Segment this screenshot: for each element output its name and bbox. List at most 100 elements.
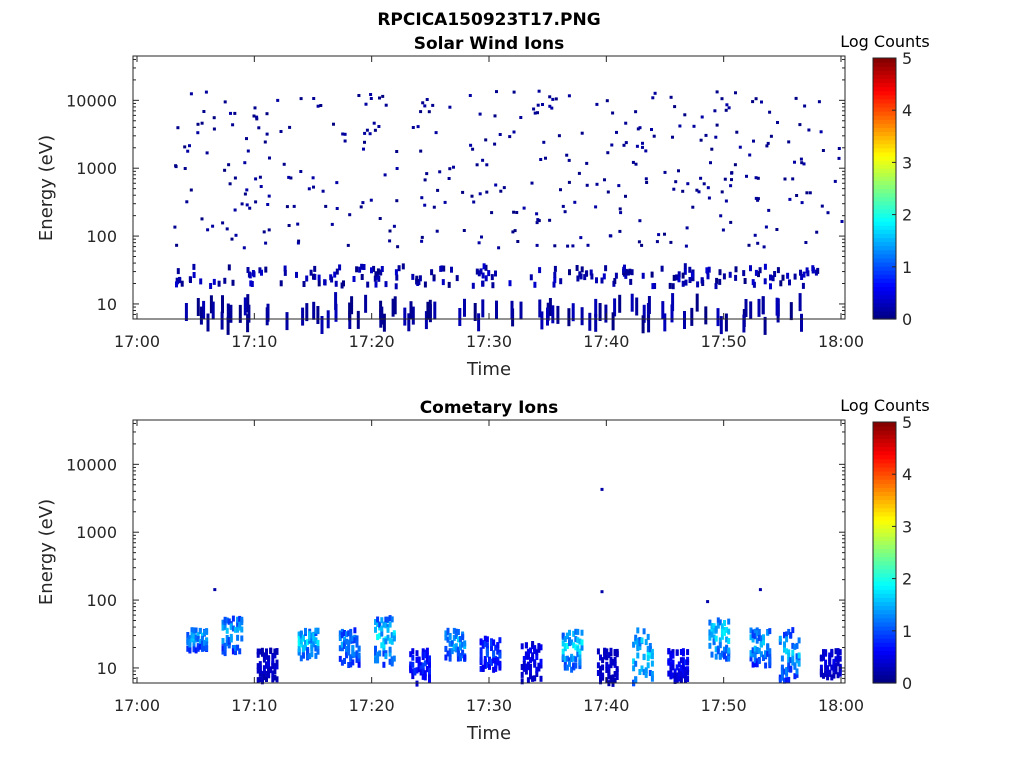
heatmap-cell <box>382 650 386 657</box>
heatmap-cell <box>786 272 790 279</box>
heatmap-cell <box>236 644 240 651</box>
colorbar-segment <box>873 434 896 439</box>
colorbar-segment <box>873 572 896 578</box>
heatmap-cell <box>448 650 452 657</box>
heatmap-cell <box>384 103 388 107</box>
heatmap-cell <box>393 296 397 315</box>
heatmap-cell <box>738 145 742 149</box>
heatmap-cell <box>751 651 755 658</box>
heatmap-cell <box>624 121 628 125</box>
colorbar-segment <box>873 540 896 545</box>
heatmap-cell <box>512 130 516 134</box>
heatmap-cell <box>330 222 334 226</box>
heatmap-cell <box>483 662 487 669</box>
heatmap-cell <box>357 656 361 662</box>
heatmap-cell <box>613 298 617 317</box>
heatmap-cell <box>567 158 571 162</box>
heatmap-cell <box>452 634 456 641</box>
heatmap-cell <box>343 643 346 649</box>
heatmap-cell <box>816 267 820 274</box>
heatmap-cell <box>828 670 832 677</box>
heatmap-cell <box>783 645 786 652</box>
heatmap-cell <box>758 267 762 274</box>
heatmap-cell <box>312 641 316 648</box>
heatmap-cell <box>423 203 427 207</box>
heatmap-cell <box>299 638 303 645</box>
heatmap-cell <box>488 663 491 670</box>
heatmap-cell <box>409 667 413 674</box>
heatmap-cell <box>539 158 543 161</box>
colorbar-tick-label: 3 <box>902 517 912 536</box>
heatmap-cell <box>663 170 667 174</box>
heatmap-cell <box>212 127 216 131</box>
heatmap-cell <box>184 303 188 321</box>
heatmap-cell <box>636 627 640 634</box>
heatmap-cell <box>494 644 498 651</box>
heatmap-cell <box>561 204 565 208</box>
heatmap-cell <box>734 91 737 95</box>
heatmap-cell <box>211 301 215 320</box>
heatmap-cell <box>459 655 462 662</box>
heatmap-cell <box>200 632 204 639</box>
heatmap-cell <box>718 637 722 644</box>
heatmap-cell <box>615 650 619 657</box>
heatmap-cell <box>260 269 263 276</box>
heatmap-cell <box>519 116 523 119</box>
heatmap-cell <box>221 295 224 314</box>
colorbar-segment <box>873 617 896 623</box>
heatmap-cell <box>800 274 804 280</box>
heatmap-cell <box>793 673 797 680</box>
heatmap-cell <box>262 652 266 659</box>
heatmap-cell <box>227 264 231 271</box>
heatmap-cell <box>229 636 233 643</box>
heatmap-cell <box>221 619 225 626</box>
colorbar-segment <box>873 638 896 643</box>
heatmap-cell <box>669 671 673 678</box>
heatmap-cell <box>565 664 569 671</box>
heatmap-cell <box>384 638 388 645</box>
heatmap-cell <box>637 240 641 244</box>
heatmap-cell <box>793 662 797 669</box>
heatmap-cell <box>688 277 692 283</box>
heatmap-cell <box>246 294 250 313</box>
heatmap-cell <box>479 639 483 646</box>
heatmap-cell <box>477 313 481 332</box>
heatmap-cell <box>456 648 460 655</box>
heatmap-cell <box>240 635 244 642</box>
heatmap-cell <box>663 313 667 332</box>
heatmap-cell <box>793 160 796 164</box>
heatmap-cell <box>401 263 405 270</box>
heatmap-cell <box>613 656 617 663</box>
heatmap-cell <box>234 649 237 656</box>
heatmap-cell <box>200 645 204 652</box>
heatmap-cell <box>537 643 541 650</box>
heatmap-cell <box>764 650 768 657</box>
colorbar-segment <box>873 290 896 296</box>
heatmap-cell <box>435 229 439 233</box>
heatmap-cell <box>249 280 253 287</box>
heatmap-cell <box>822 649 825 656</box>
heatmap-cell <box>716 308 720 327</box>
heatmap-cell <box>225 640 229 647</box>
heatmap-cell <box>188 144 191 148</box>
heatmap-cell <box>795 642 799 649</box>
heatmap-cell <box>529 673 532 680</box>
heatmap-cell <box>791 177 795 181</box>
heatmap-cell <box>807 128 811 132</box>
heatmap-cell <box>347 644 351 651</box>
heatmap-cell <box>686 649 690 656</box>
heatmap-cell <box>727 628 731 635</box>
heatmap-cell <box>485 651 489 658</box>
heatmap-cell <box>481 664 485 671</box>
colorbar-segment <box>873 180 896 186</box>
heatmap-cell <box>598 303 602 321</box>
heatmap-cell <box>783 668 786 675</box>
heatmap-cell <box>373 275 377 282</box>
heatmap-cell <box>646 633 650 640</box>
heatmap-cell <box>675 274 679 281</box>
heatmap-cell <box>708 629 712 636</box>
heatmap-cell <box>247 304 251 323</box>
heatmap-cell <box>783 677 786 684</box>
heatmap-cell <box>312 97 316 100</box>
heatmap-cell <box>230 237 234 241</box>
